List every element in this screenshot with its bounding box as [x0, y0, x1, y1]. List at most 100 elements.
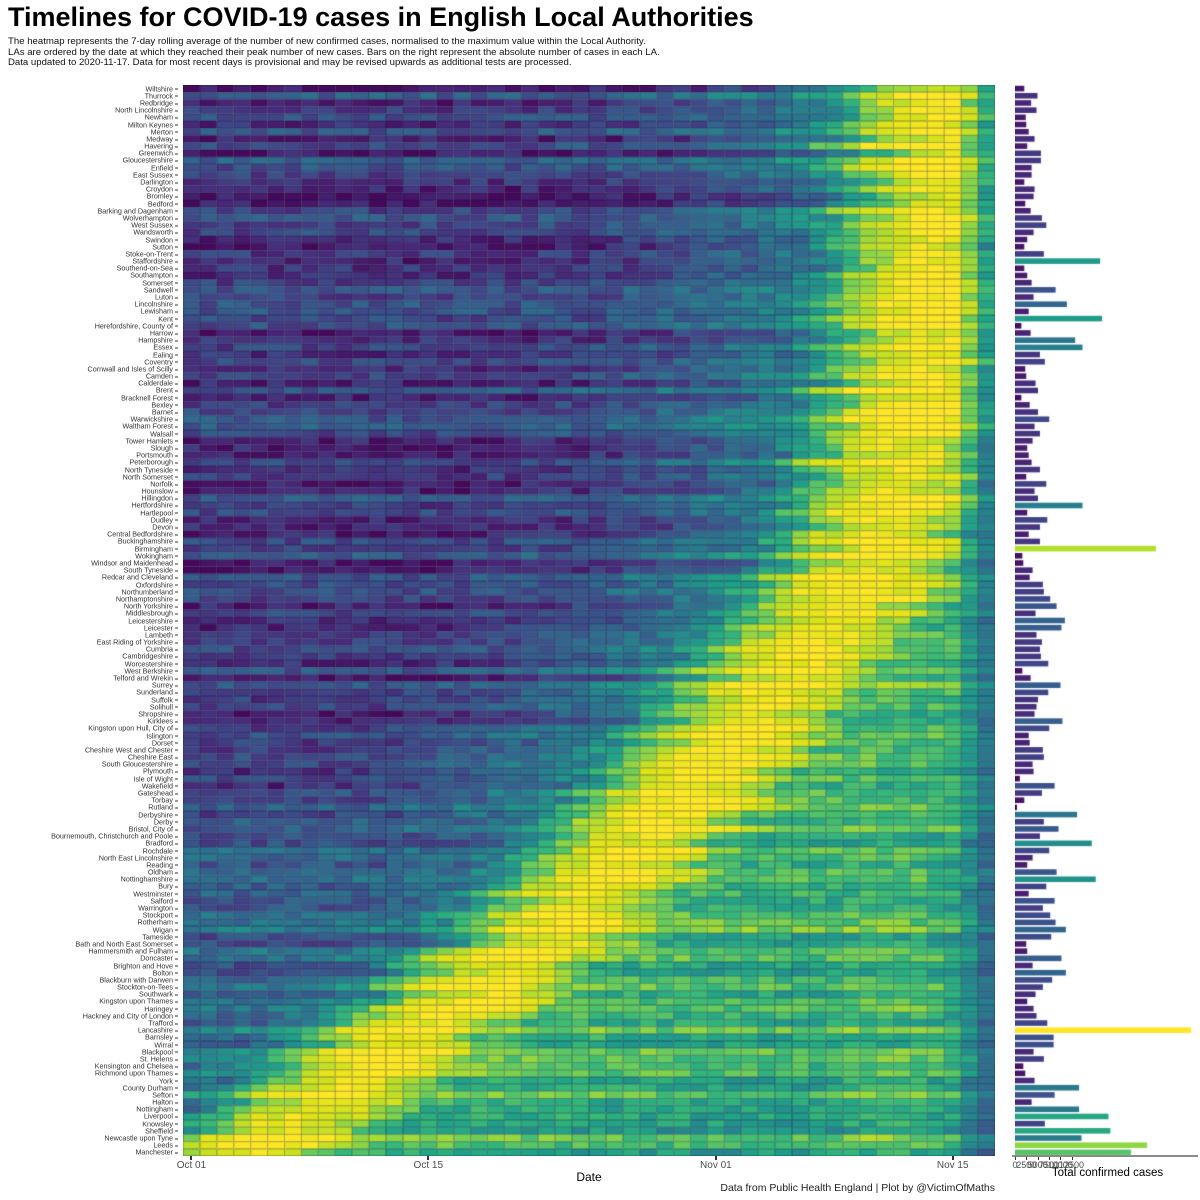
y-axis-label: Hertfordshire: [2, 502, 178, 509]
y-axis-label: Northamptonshire: [2, 595, 178, 602]
y-axis-label: Northumberland: [2, 588, 178, 595]
y-axis-label: Westminster: [2, 890, 178, 897]
y-axis-label: Thurrock: [2, 92, 178, 99]
y-axis-label: Manchester: [2, 1149, 178, 1156]
y-axis-label: Wokingham: [2, 552, 178, 559]
y-axis-label: Isle of Wight: [2, 775, 178, 782]
y-axis-label: Richmond upon Thames: [2, 1070, 178, 1077]
bar-axis-tick-label: 10000: [1047, 1160, 1073, 1170]
y-axis-label: Worcestershire: [2, 660, 178, 667]
y-axis-label: Portsmouth: [2, 452, 178, 459]
y-axis-label: Sutton: [2, 243, 178, 250]
y-axis-label: Derbyshire: [2, 811, 178, 818]
bar-axis-tick: [1015, 1156, 1016, 1160]
y-axis-label: Cheshire West and Chester: [2, 746, 178, 753]
y-axis-label: Solihull: [2, 703, 178, 710]
y-axis-label: Oldham: [2, 868, 178, 875]
y-axis-label: Telford and Wrekin: [2, 674, 178, 681]
bar-axis-tick-label: 12500: [1058, 1160, 1085, 1170]
x-axis-tick-label: Oct 15: [413, 1160, 444, 1171]
caption: Data from Public Health England | Plot b…: [720, 1182, 995, 1194]
bar-axis-title: Total confirmed cases: [1051, 1167, 1164, 1179]
y-axis-label: Croydon: [2, 186, 178, 193]
y-axis-label: Gateshead: [2, 789, 178, 796]
y-axis-label: Cambridgeshire: [2, 653, 178, 660]
bar-chart-canvas: [1015, 85, 1197, 1156]
y-axis-label: Leicester: [2, 624, 178, 631]
bar-axis-tick: [1026, 1156, 1028, 1160]
y-axis-label: Sheffield: [2, 1127, 178, 1134]
y-axis-label: North Yorkshire: [2, 603, 178, 610]
y-axis-label: Bolton: [2, 969, 178, 976]
y-axis-label: Lancashire: [2, 1027, 178, 1034]
y-axis-label: Halton: [2, 1098, 178, 1105]
y-axis-label: Peterborough: [2, 459, 178, 466]
y-axis-label: Havering: [2, 142, 178, 149]
y-axis-label: Birmingham: [2, 545, 178, 552]
chart-title: Timelines for COVID-19 cases in English …: [8, 2, 754, 32]
y-axis-label: Barking and Dagenham: [2, 207, 178, 214]
y-axis-label: Warwickshire: [2, 416, 178, 423]
y-axis-label: Lambeth: [2, 631, 178, 638]
y-axis-label: Rutland: [2, 804, 178, 811]
y-axis-label: East Riding of Yorkshire: [2, 638, 178, 645]
y-axis-label: Doncaster: [2, 955, 178, 962]
y-axis-label: Kensington and Chelsea: [2, 1063, 178, 1070]
bar-axis-tick-label: 5000: [1027, 1160, 1048, 1170]
y-axis-label: Brighton and Hove: [2, 962, 178, 969]
bar-axis-tick-label: 0: [1012, 1160, 1018, 1170]
heatmap-canvas: [183, 85, 995, 1156]
y-axis-label: Hounslow: [2, 488, 178, 495]
y-axis-label: Middlesbrough: [2, 610, 178, 617]
x-axis-tick-label: Oct 01: [176, 1160, 207, 1171]
y-axis-label: Wakefield: [2, 782, 178, 789]
y-axis-label: Kingston upon Hull, City of: [2, 725, 178, 732]
y-axis-label: South Gloucestershire: [2, 761, 178, 768]
y-axis-label: Medway: [2, 135, 178, 142]
y-axis-label: Bury: [2, 883, 178, 890]
bar-axis-tick-label: 2500: [1016, 1160, 1037, 1170]
y-axis-label: Herefordshire, County of: [2, 322, 178, 329]
y-axis-label: Southwark: [2, 991, 178, 998]
y-axis-label: Hampshire: [2, 337, 178, 344]
bar-axis-tick: [1071, 1156, 1073, 1160]
y-axis-label: Hartlepool: [2, 509, 178, 516]
x-axis-title: Date: [576, 1170, 602, 1184]
y-axis-label: Kirklees: [2, 718, 178, 725]
x-axis-tick: [427, 1156, 430, 1160]
y-axis-label: North Lincolnshire: [2, 107, 178, 114]
y-axis-label: Darlington: [2, 178, 178, 185]
y-axis-label: North East Lincolnshire: [2, 854, 178, 861]
y-axis-label: Wirral: [2, 1041, 178, 1048]
y-axis-label: Bournemouth, Christchurch and Poole: [2, 833, 178, 840]
y-axis-label: Redbridge: [2, 99, 178, 106]
y-axis-label: East Sussex: [2, 171, 178, 178]
y-axis-label: Hillingdon: [2, 495, 178, 502]
y-axis-label: Bexley: [2, 401, 178, 408]
y-axis-label: Tower Hamlets: [2, 437, 178, 444]
y-axis-label: Camden: [2, 373, 178, 380]
y-axis-label: County Durham: [2, 1084, 178, 1091]
y-axis-label: Somerset: [2, 279, 178, 286]
y-axis-label: St. Helens: [2, 1055, 178, 1062]
y-axis-label: South Tyneside: [2, 567, 178, 574]
y-axis-label: Hackney and City of London: [2, 1012, 178, 1019]
y-axis-label: Surrey: [2, 682, 178, 689]
y-axis-label: West Sussex: [2, 222, 178, 229]
y-axis-label: Leeds: [2, 1142, 178, 1149]
y-axis-label: Dorset: [2, 739, 178, 746]
y-axis-label: Stockport: [2, 912, 178, 919]
y-axis-label: Shropshire: [2, 710, 178, 717]
y-axis-label: Swindon: [2, 236, 178, 243]
y-axis-label: Southampton: [2, 272, 178, 279]
y-axis-label: Calderdale: [2, 380, 178, 387]
y-axis-label: North Tyneside: [2, 466, 178, 473]
y-axis-label: Norfolk: [2, 480, 178, 487]
y-axis-label: Torbay: [2, 797, 178, 804]
y-axis-label: Dudley: [2, 516, 178, 523]
y-axis-label: Barnsley: [2, 1034, 178, 1041]
bar-axis-line: [1012, 1155, 1198, 1157]
y-axis-label: Stockton-on-Tees: [2, 983, 178, 990]
y-axis-label: Lincolnshire: [2, 301, 178, 308]
